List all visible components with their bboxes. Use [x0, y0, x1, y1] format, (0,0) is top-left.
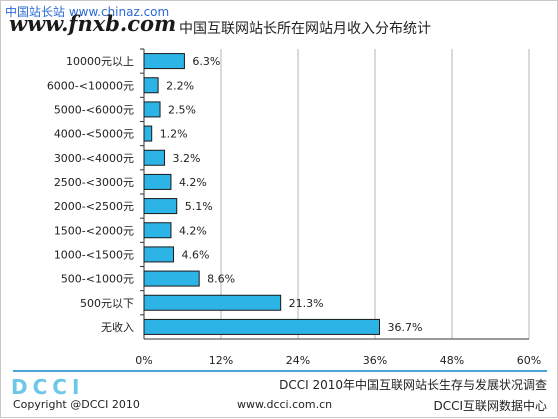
data-label: 8.6%: [207, 273, 235, 286]
chart-title: 中国互联网站长所在网站月收入分布统计: [179, 21, 431, 37]
bar: [143, 246, 175, 263]
x-tick-label: 60%: [517, 354, 541, 367]
category-label: 500元以下: [80, 297, 134, 310]
bar: [143, 173, 172, 190]
data-label: 4.2%: [179, 176, 207, 189]
x-tick-label: 0%: [135, 354, 152, 367]
bar: [143, 77, 159, 94]
dcci-logo: DCCI: [11, 375, 85, 399]
bar: [143, 222, 172, 239]
data-label: 2.2%: [166, 79, 194, 92]
category-label: 4000-<5000元: [54, 128, 134, 141]
category-label: 500-<1000元: [61, 273, 134, 286]
x-tick-label: 48%: [440, 354, 464, 367]
category-label: 3000-<4000元: [54, 152, 134, 165]
data-label: 36.7%: [387, 321, 422, 334]
x-tick-label: 24%: [286, 354, 310, 367]
watermark-top-text: 中国站长站 www.chinaz.com: [5, 5, 170, 19]
bar: [143, 294, 282, 311]
category-label: 2000-<2500元: [54, 200, 134, 213]
bar: [143, 149, 166, 166]
report-title: DCCI 2010年中国互联网站长生存与发展状况调查: [279, 378, 547, 392]
x-tick-label: 12%: [209, 354, 233, 367]
bar: [143, 53, 185, 70]
category-label: 5000-<6000元: [54, 103, 134, 116]
footer-divider: [13, 370, 547, 372]
data-label: 6.3%: [192, 55, 220, 68]
data-label: 21.3%: [289, 297, 324, 310]
category-label: 10000元以上: [66, 55, 134, 68]
bar: [143, 318, 380, 335]
x-tick-label: 36%: [363, 354, 387, 367]
data-label: 5.1%: [185, 200, 213, 213]
data-label: 1.2%: [160, 128, 188, 141]
website-text: www.dcci.com.cn: [237, 398, 333, 411]
data-label: 4.6%: [182, 248, 210, 261]
data-label: 3.2%: [173, 152, 201, 165]
data-label: 4.2%: [179, 224, 207, 237]
bar: [143, 270, 200, 287]
bar: [143, 125, 153, 142]
category-label: 2500-<3000元: [54, 176, 134, 189]
org-name: DCCI互联网数据中心: [433, 399, 547, 413]
bar: [143, 198, 178, 215]
category-label: 6000-<10000元: [47, 79, 134, 92]
category-label: 1000-<1500元: [54, 248, 134, 261]
watermark-url: www.fnxb.com: [9, 11, 177, 36]
bar: [143, 101, 161, 118]
category-label: 无收入: [101, 320, 134, 334]
data-label: 2.5%: [168, 103, 196, 116]
copyright-text: Copyright @DCCI 2010: [13, 398, 140, 411]
category-label: 1500-<2000元: [54, 224, 134, 237]
